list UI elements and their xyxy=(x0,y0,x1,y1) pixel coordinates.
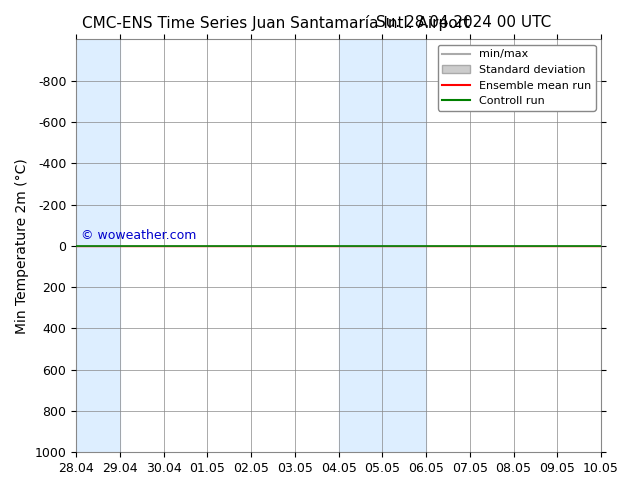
Bar xyxy=(382,40,426,452)
Bar xyxy=(76,40,120,452)
Y-axis label: Min Temperature 2m (°C): Min Temperature 2m (°C) xyxy=(15,158,29,334)
Legend: min/max, Standard deviation, Ensemble mean run, Controll run: min/max, Standard deviation, Ensemble me… xyxy=(437,45,595,111)
Text: CMC-ENS Time Series Juan Santamaría Intl. Airport: CMC-ENS Time Series Juan Santamaría Intl… xyxy=(82,15,470,31)
Text: © woweather.com: © woweather.com xyxy=(81,229,197,242)
Text: Su. 28.04.2024 00 UTC: Su. 28.04.2024 00 UTC xyxy=(377,15,552,30)
Bar xyxy=(339,40,382,452)
